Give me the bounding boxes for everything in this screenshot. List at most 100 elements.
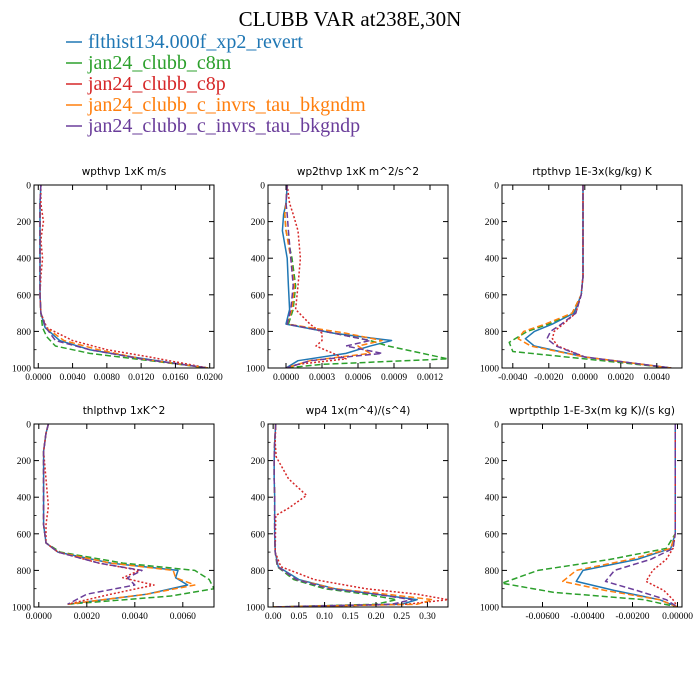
x-tick-label: 0.0000 — [572, 373, 598, 383]
x-tick-label: 0.15 — [342, 612, 359, 622]
x-tick-label: 0.00000 — [662, 612, 693, 622]
y-tick-label: 400 — [17, 494, 32, 504]
series-line — [524, 185, 672, 368]
x-tick-label: 0.0200 — [197, 373, 223, 383]
panel-2: wp2thvp 1xK m^2/s^2 0 200 400 600 800 1000 0.00… — [246, 166, 449, 383]
series-line — [273, 424, 413, 607]
y-tick-label: 600 — [17, 291, 32, 301]
series-group — [42, 424, 214, 605]
y-tick-label: 400 — [251, 494, 266, 504]
series-line — [273, 424, 398, 607]
x-tick-label: 0.0040 — [122, 612, 148, 622]
y-tick-label: 800 — [17, 567, 32, 577]
series-line — [42, 424, 196, 605]
x-tick-label: -0.0020 — [534, 373, 564, 383]
series-line — [39, 185, 209, 368]
y-tick-label: 200 — [251, 218, 266, 228]
y-tick-label: 0 — [260, 421, 265, 431]
plot-frame — [501, 184, 683, 369]
panel-title: wprtpthlp 1-E-3x(m kg K)/(s kg) — [509, 405, 675, 417]
legend-label: jan24_clubb_c8m — [87, 52, 232, 74]
series-line — [517, 185, 672, 368]
x-tick-label: 0.0160 — [162, 373, 188, 383]
legend-label: jan24_clubb_c8p — [87, 73, 226, 95]
y-tick-label: 400 — [251, 255, 266, 265]
x-tick-label: 0.0040 — [60, 373, 86, 383]
y-tick-label: 0 — [26, 421, 31, 431]
y-tick-label: 800 — [485, 328, 500, 338]
y-tick-label: 600 — [17, 530, 32, 540]
y-tick-label: 1000 — [246, 604, 265, 614]
x-tick-label: 0.0120 — [128, 373, 154, 383]
y-tick-label: 0 — [26, 182, 31, 192]
x-tick-label: 0.05 — [291, 612, 308, 622]
series-group — [39, 185, 209, 368]
x-tick-label: 0.0020 — [608, 373, 634, 383]
y-tick-label: 600 — [251, 530, 266, 540]
series-line — [551, 185, 672, 368]
x-tick-label: 0.0040 — [644, 373, 670, 383]
x-tick-label: 0.20 — [368, 612, 385, 622]
x-tick-label: 0.0020 — [74, 612, 100, 622]
panel-3: rtpthvp 1E-3x(kg/kg) K02004006008001000-… — [480, 166, 683, 383]
x-tick-label: 0.30 — [419, 612, 436, 622]
legend-label: jan24_clubb_c_invrs_tau_bkgndm — [87, 94, 366, 116]
series-line — [508, 185, 672, 368]
y-tick-label: 800 — [251, 328, 266, 338]
plot-frame — [33, 423, 215, 608]
x-tick-label: 0.00 — [265, 612, 282, 622]
x-tick-label: -0.0040 — [498, 373, 528, 383]
series-line — [39, 185, 209, 368]
x-tick-label: 0.0000 — [26, 612, 52, 622]
legend: flthist134.000f_xp2_revertjan24_clubb_c8… — [66, 31, 366, 137]
series-group — [273, 424, 448, 607]
y-tick-label: 1000 — [480, 365, 499, 375]
series-line — [42, 424, 155, 605]
series-line — [285, 185, 347, 368]
y-tick-label: 1000 — [12, 604, 31, 614]
y-tick-label: 0 — [494, 182, 499, 192]
panel-title: wp2thvp 1xK m^2/s^2 — [297, 166, 419, 178]
y-tick-label: 200 — [485, 457, 500, 467]
series-group — [502, 424, 679, 607]
series-line — [281, 185, 393, 368]
y-tick-label: 1000 — [480, 604, 499, 614]
x-tick-label: 0.0080 — [94, 373, 120, 383]
y-tick-label: 0 — [494, 421, 499, 431]
series-line — [645, 424, 679, 607]
series-group — [508, 185, 672, 368]
legend-label: flthist134.000f_xp2_revert — [88, 31, 303, 53]
series-line — [502, 424, 678, 607]
legend-label: jan24_clubb_c_invrs_tau_bkgndp — [87, 115, 360, 137]
y-tick-label: 800 — [485, 567, 500, 577]
y-tick-label: 600 — [251, 291, 266, 301]
y-tick-label: 600 — [485, 291, 500, 301]
series-line — [575, 424, 678, 607]
y-tick-label: 800 — [251, 567, 266, 577]
y-tick-label: 1000 — [12, 365, 31, 375]
y-tick-label: 200 — [251, 457, 266, 467]
y-tick-label: 400 — [485, 494, 500, 504]
x-tick-label: -0.00200 — [615, 612, 649, 622]
x-tick-label: 0.0012 — [417, 373, 443, 383]
panel-title: wp4 1x(m^4)/(s^4) — [306, 405, 411, 417]
y-tick-label: 1000 — [246, 365, 265, 375]
x-tick-label: 0.0006 — [345, 373, 371, 383]
y-tick-label: 600 — [485, 530, 500, 540]
series-line — [546, 185, 672, 368]
x-tick-label: 0.25 — [393, 612, 410, 622]
panel-title: wpthvp 1xK m/s — [82, 166, 167, 178]
series-line — [284, 185, 383, 368]
x-tick-label: 0.0000 — [273, 373, 299, 383]
y-tick-label: 200 — [485, 218, 500, 228]
x-tick-label: -0.00600 — [525, 612, 559, 622]
series-line — [39, 185, 209, 368]
y-tick-label: 200 — [17, 457, 32, 467]
x-tick-label: 0.0003 — [309, 373, 335, 383]
y-tick-label: 200 — [17, 218, 32, 228]
